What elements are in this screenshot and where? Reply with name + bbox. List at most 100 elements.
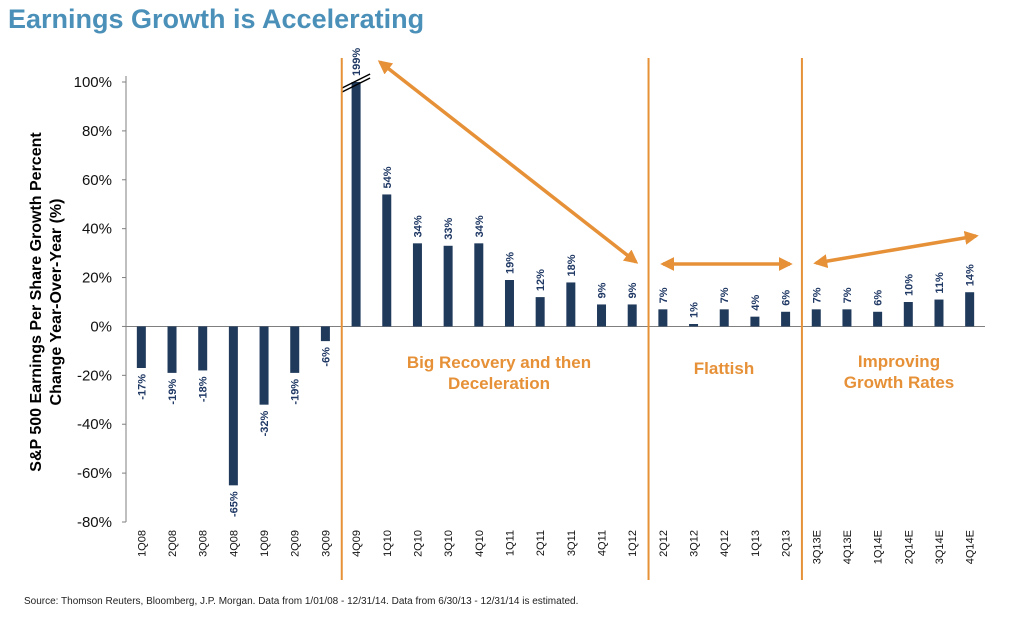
x-tick-label: 1Q14E [873, 530, 885, 564]
x-tick-label: 1Q10 [382, 530, 394, 557]
bar [412, 243, 422, 327]
bar [566, 282, 576, 327]
x-tick-label: 4Q14E [965, 530, 977, 564]
trend-arrow-improving [813, 230, 979, 269]
bar-value-label: -19% [167, 379, 179, 405]
chart-title: Earnings Growth is Accelerating [8, 4, 425, 34]
x-tick-label: 2Q10 [412, 530, 424, 557]
bar [443, 245, 453, 327]
y-tick-label: 40% [82, 221, 112, 238]
x-tick-label: 1Q09 [259, 530, 271, 557]
x-tick-label: 3Q14E [934, 530, 946, 564]
y-tick-label: 80% [82, 123, 112, 140]
bar [842, 309, 852, 327]
bar [750, 316, 760, 327]
bar-value-label: 34% [474, 215, 486, 237]
bar-value-label: 11% [934, 272, 946, 294]
period-annotation: Deceleration [448, 374, 550, 393]
bar [719, 309, 729, 327]
y-tick-label: -40% [77, 416, 112, 433]
y-tick-label: -80% [77, 514, 112, 531]
axis-break-mark [341, 77, 371, 93]
x-tick-label: 4Q08 [228, 530, 240, 557]
bar-value-label: 12% [535, 269, 547, 291]
y-tick-label: 20% [82, 270, 112, 287]
x-tick-label: 2Q08 [167, 530, 179, 557]
bar [965, 292, 975, 327]
period-annotation: Growth Rates [844, 373, 955, 392]
bar-value-label: 7% [842, 287, 854, 303]
bar-value-label: 199% [351, 48, 363, 76]
x-tick-label: 2Q14E [903, 530, 915, 564]
bar-value-label: 33% [443, 218, 455, 240]
bar-value-label: 10% [903, 274, 915, 296]
bar-value-label: 18% [566, 254, 578, 276]
x-tick-label: 4Q10 [474, 530, 486, 557]
bar [597, 304, 607, 327]
x-tick-label: 3Q11 [566, 530, 578, 556]
bar-value-label: 1% [689, 302, 701, 318]
x-tick-label: 3Q08 [198, 530, 210, 557]
x-tick-label: 4Q12 [719, 530, 731, 557]
x-tick-label: 1Q11 [504, 530, 516, 556]
bar-value-label: -32% [259, 410, 271, 436]
bar-value-label: -65% [228, 491, 240, 517]
bar-value-label: 9% [597, 282, 609, 298]
bar [811, 309, 821, 327]
y-axis-title-line-2: Change Year-Over-Year (%) [48, 199, 65, 406]
trend-arrow-recovery [377, 60, 639, 264]
y-tick-label: -20% [77, 367, 112, 384]
bar [382, 194, 392, 327]
bar-value-label: 6% [873, 290, 885, 306]
bar-value-label: 19% [504, 252, 516, 274]
bar [781, 311, 791, 327]
bar-value-label: 7% [719, 287, 731, 303]
bar-value-label: 7% [658, 287, 670, 303]
x-tick-label: 1Q08 [136, 530, 148, 557]
period-annotation: Big Recovery and then [407, 353, 591, 372]
axis-break-mark [341, 73, 371, 89]
bar-value-label: 34% [412, 215, 424, 237]
bar [474, 243, 484, 327]
x-tick-label: 2Q13 [781, 530, 793, 557]
x-tick-label: 1Q13 [750, 530, 762, 557]
x-tick-label: 3Q12 [689, 530, 701, 557]
y-axis-title-line-1: S&P 500 Earnings Per Share Growth Percen… [28, 132, 45, 472]
bar [228, 326, 238, 486]
bar [290, 326, 300, 373]
y-tick-label: 100% [74, 74, 112, 91]
source-note: Source: Thomson Reuters, Bloomberg, J.P.… [24, 596, 579, 607]
y-tick-label: -60% [77, 465, 112, 482]
x-tick-label: 2Q11 [535, 530, 547, 556]
bar-value-label: 4% [750, 295, 762, 311]
bar [689, 324, 699, 327]
x-tick-label: 3Q09 [320, 530, 332, 557]
x-tick-label: 4Q11 [597, 530, 609, 556]
bar-value-label: 14% [965, 264, 977, 286]
bar-value-label: -19% [290, 379, 302, 405]
bar [627, 304, 637, 327]
x-tick-label: 4Q09 [351, 530, 363, 557]
bar [198, 326, 208, 371]
x-tick-label: 3Q13E [811, 530, 823, 564]
bar-value-label: 7% [811, 287, 823, 303]
bar [934, 299, 944, 327]
bar [259, 326, 269, 405]
x-tick-label: 3Q10 [443, 530, 455, 557]
bar [535, 297, 545, 327]
x-tick-label: 2Q09 [290, 530, 302, 557]
period-annotation: Improving [858, 352, 940, 371]
x-tick-label: 2Q12 [658, 530, 670, 557]
y-tick-label: 0% [90, 318, 112, 335]
period-annotation: Flattish [694, 359, 754, 378]
bar [320, 326, 330, 342]
bar [136, 326, 146, 368]
x-tick-label: 1Q12 [627, 530, 639, 557]
y-tick-label: 60% [82, 172, 112, 189]
bar-value-label: 6% [781, 290, 793, 306]
x-tick-label: 4Q13E [842, 530, 854, 564]
bar [504, 280, 514, 327]
bar [903, 302, 913, 327]
bar [351, 82, 361, 327]
bar [873, 311, 883, 327]
